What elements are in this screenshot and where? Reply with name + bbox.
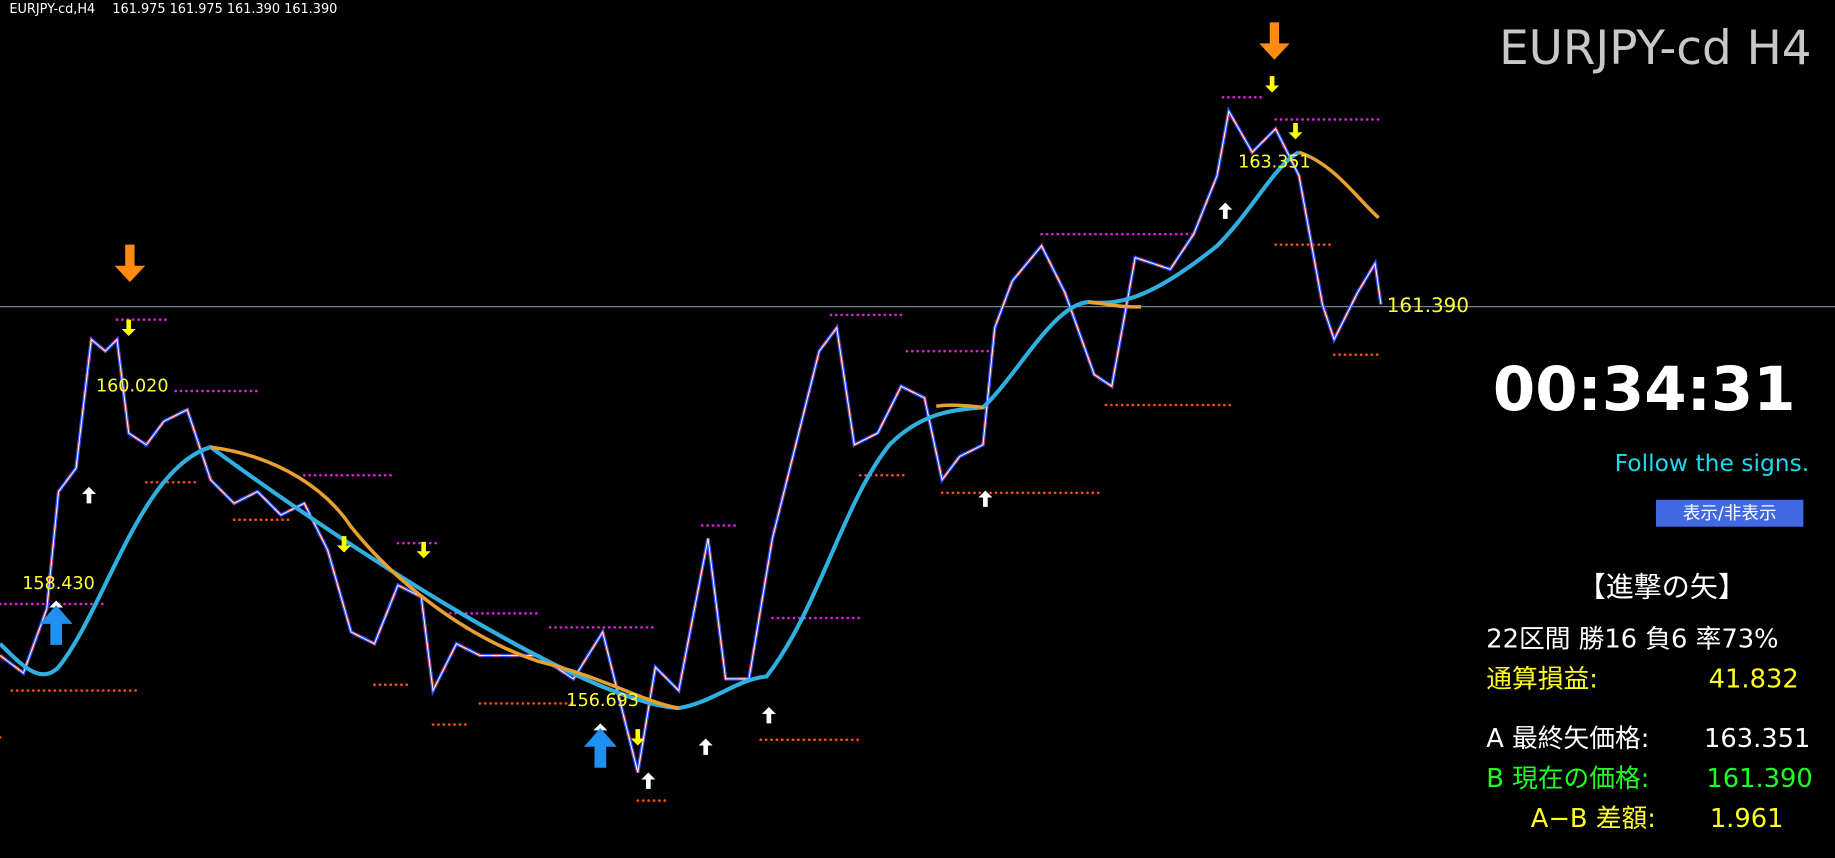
diff-label: A−B 差額: xyxy=(1531,804,1656,834)
price-label: 160.020 xyxy=(96,376,169,396)
button-bg[interactable] xyxy=(1655,499,1804,527)
price-label: 158.430 xyxy=(22,574,95,594)
b-label: B 現在の価格: xyxy=(1486,764,1649,794)
hint: Follow the signs. xyxy=(1615,449,1810,477)
big-up-arrows xyxy=(39,605,617,768)
current-price: 161.390 xyxy=(1387,294,1469,317)
price-label: 156.693 xyxy=(566,691,639,711)
info-panel: 00:34:31 Follow the signs. 表示/非表示 【進撃の矢】… xyxy=(1486,355,1813,834)
toggle-button[interactable]: 表示/非表示 xyxy=(1655,499,1804,527)
watermark: EURJPY-cd H4 xyxy=(1499,22,1812,76)
a-value: 163.351 xyxy=(1704,724,1810,754)
total-value: 41.832 xyxy=(1709,665,1799,695)
button-label[interactable]: 表示/非表示 xyxy=(1683,504,1777,524)
timer: 00:34:31 xyxy=(1493,355,1796,425)
trend-line-orange xyxy=(210,150,1380,710)
a-label: A 最終矢価格: xyxy=(1486,724,1649,754)
header-ohlc: 161.975 161.975 161.390 161.390 xyxy=(112,2,337,17)
diff-value: 1.961 xyxy=(1710,804,1784,834)
total-label: 通算損益: xyxy=(1486,665,1598,695)
b-value: 161.390 xyxy=(1706,764,1812,794)
header-symbol: EURJPY-cd,H4 xyxy=(9,2,95,17)
trend-line-blue xyxy=(0,150,1301,711)
price-series xyxy=(0,106,1383,773)
price-label: 163.351 xyxy=(1238,153,1311,173)
summary: 22区間 勝16 負6 率73% xyxy=(1486,625,1778,655)
big-down-arrows xyxy=(114,22,1290,283)
small-down-arrows xyxy=(121,76,1303,746)
price-labels: 160.020 158.430 156.693 163.351 xyxy=(22,153,1310,711)
panel-title: 【進撃の矢】 xyxy=(1578,571,1746,604)
